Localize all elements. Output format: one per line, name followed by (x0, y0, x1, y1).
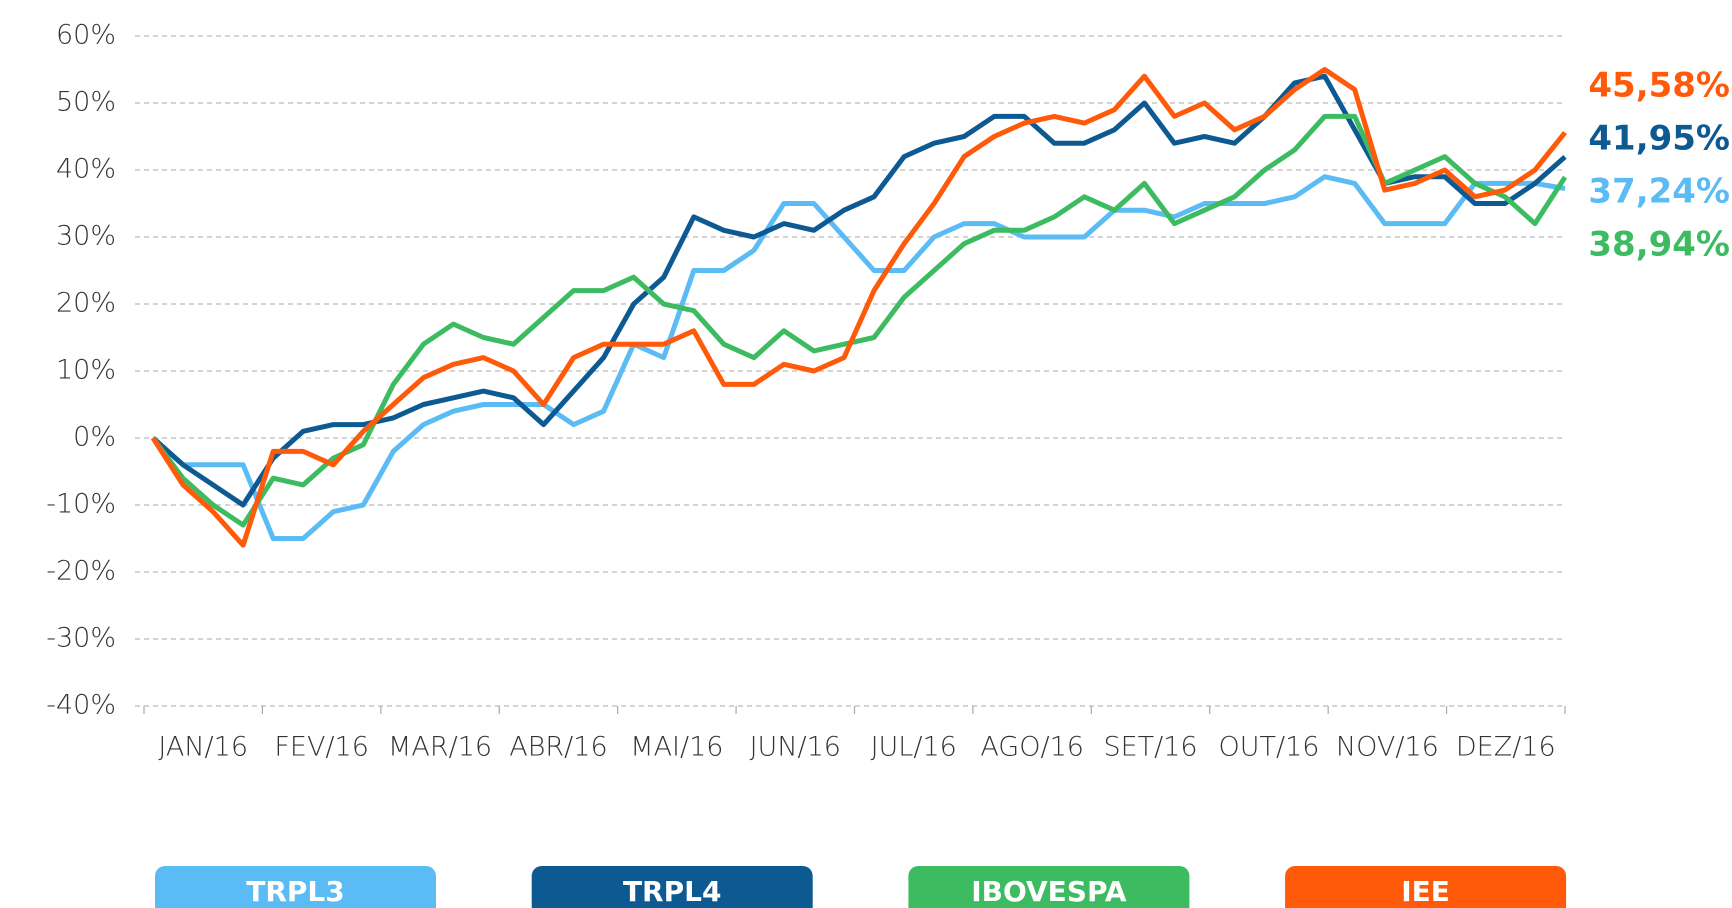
end-label: 37,24% (1588, 172, 1730, 212)
x-tick-label: JUL/16 (871, 732, 957, 763)
x-tick-label: JUN/16 (750, 732, 841, 763)
series-line (151, 73, 1567, 508)
legend-label: TRPL3 (246, 875, 345, 908)
end-label: 45,58% (1588, 66, 1730, 106)
legend-swatch (531, 866, 813, 908)
x-tick-label: FEV/16 (274, 732, 369, 763)
end-label: 41,95% (1588, 119, 1730, 159)
y-tick-label: 60% (56, 20, 116, 51)
x-tick-label: NOV/16 (1336, 732, 1439, 763)
y-tick-label: 10% (56, 355, 116, 386)
legend-label: IEE (1401, 875, 1450, 908)
series-line (150, 67, 1567, 548)
y-tick-label: 50% (56, 87, 116, 118)
y-tick-label: -10% (46, 489, 116, 520)
legend-label: IBOVESPA (971, 875, 1127, 908)
x-tick-label: SET/16 (1103, 732, 1197, 763)
y-tick-label: 0% (73, 422, 116, 453)
series-line (150, 113, 1568, 528)
x-tick-label: JAN/16 (158, 732, 248, 763)
y-tick-label: -40% (46, 690, 116, 721)
y-tick-label: 40% (56, 154, 116, 185)
x-tick-label: DEZ/16 (1456, 732, 1556, 763)
x-tick-label: MAI/16 (630, 732, 723, 763)
x-tick-label: MAR/16 (388, 732, 492, 763)
y-tick-label: 30% (56, 221, 116, 252)
legend-swatch (155, 866, 436, 908)
legend-label: TRPL4 (623, 875, 722, 908)
x-tick-label: AGO/16 (980, 732, 1084, 763)
legend-swatch (1285, 866, 1567, 908)
y-tick-label: -30% (46, 623, 116, 654)
legend-swatch (908, 866, 1190, 908)
end-label: 38,94% (1588, 225, 1730, 265)
series-line (151, 174, 1566, 541)
y-tick-label: -20% (46, 556, 116, 587)
x-tick-label: ABR/16 (509, 732, 607, 763)
y-tick-label: 20% (56, 288, 116, 319)
x-tick-label: OUT/16 (1218, 732, 1319, 763)
